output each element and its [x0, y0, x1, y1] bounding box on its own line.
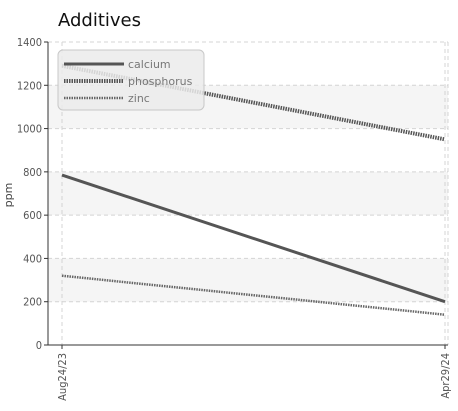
legend-label-calcium: calcium — [128, 58, 171, 71]
plot-bands — [48, 85, 448, 302]
x-tick-label: Aug24/23 — [56, 353, 69, 401]
chart-title: Additives — [58, 10, 141, 31]
grid-lines — [48, 41, 449, 345]
y-tick-label: 800 — [23, 166, 42, 179]
axes — [44, 41, 448, 349]
y-tick-label: 0 — [36, 339, 42, 352]
plot-band — [48, 171, 448, 216]
series-line-zinc — [61, 274, 446, 316]
x-tick-labels: Aug24/23 Apr29/24 — [56, 353, 452, 401]
series-line-calcium — [61, 173, 446, 304]
legend-label-zinc: zinc — [128, 92, 150, 105]
y-tick-label: 400 — [23, 252, 42, 265]
y-tick-labels: 0 200 400 600 800 1000 1200 1400 — [17, 36, 42, 352]
y-tick-label: 600 — [23, 209, 42, 222]
legend-items: calcium phosphorus zinc — [64, 58, 193, 105]
y-tick-label: 200 — [23, 296, 42, 309]
legend: calcium phosphorus zinc — [57, 49, 205, 111]
y-tick-label: 1200 — [17, 79, 42, 92]
x-tick-label: Apr29/24 — [439, 353, 452, 399]
y-tick-label: 1000 — [17, 123, 42, 136]
y-axis-label: ppm — [2, 183, 15, 208]
y-tick-label: 1400 — [17, 36, 42, 49]
legend-label-phosphorus: phosphorus — [128, 75, 193, 88]
